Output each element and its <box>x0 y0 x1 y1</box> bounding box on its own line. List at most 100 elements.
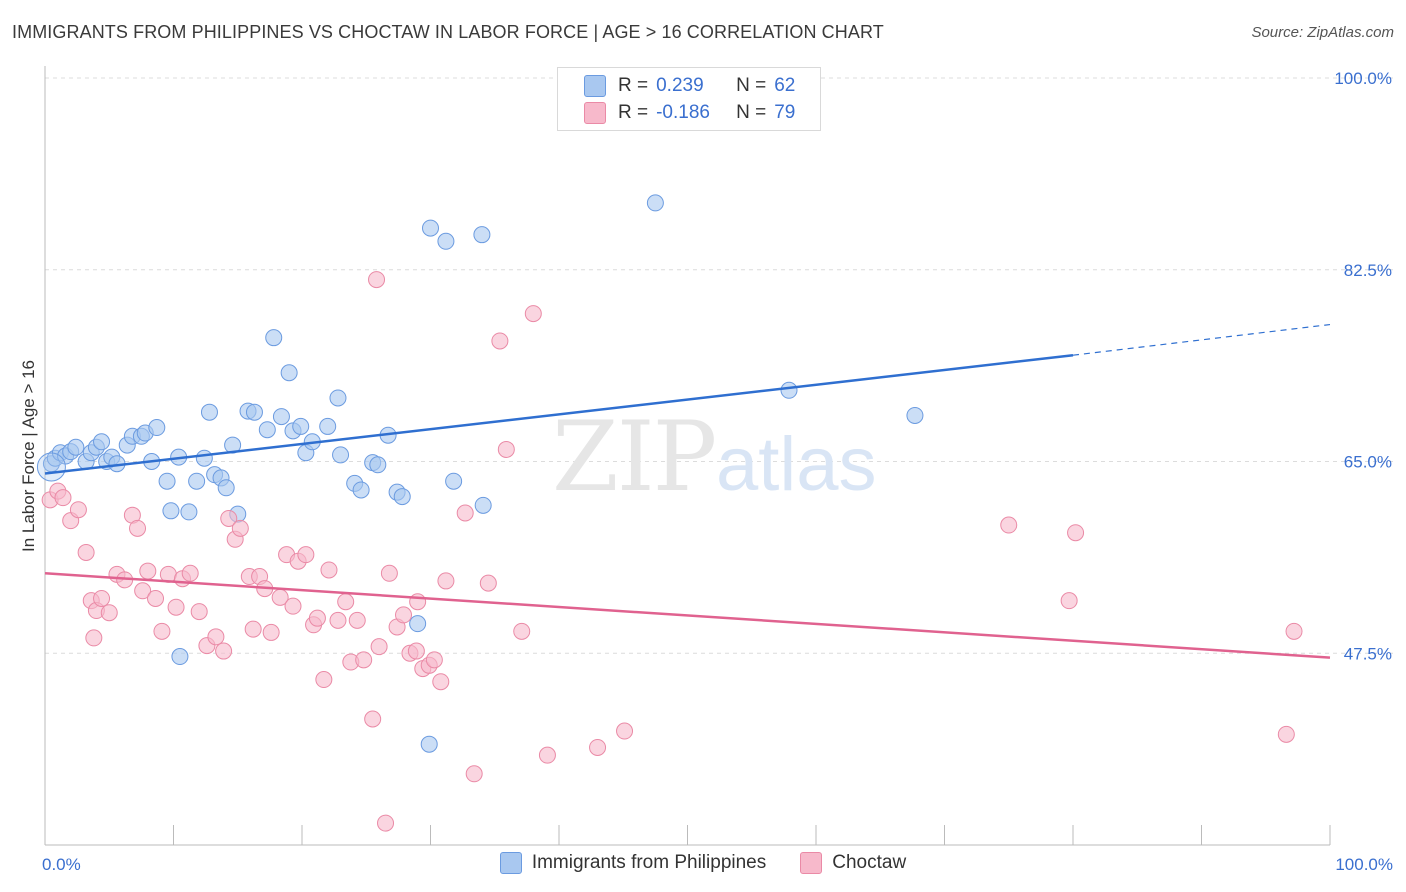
point-philippines <box>265 329 283 347</box>
stats-box: R = 0.239 N = 62 R = -0.186 N = 79 <box>557 67 821 131</box>
point-choctaw <box>1067 524 1085 542</box>
point-choctaw <box>231 519 249 537</box>
r-label: R = <box>618 102 649 123</box>
point-philippines <box>780 381 798 399</box>
trend-line-philippines <box>44 353 1074 475</box>
watermark-atlas: atlas <box>716 422 877 507</box>
point-choctaw <box>432 673 450 691</box>
gridlines <box>45 77 1393 654</box>
point-philippines <box>420 735 438 753</box>
chart-title: IMMIGRANTS FROM PHILIPPINES VS CHOCTAW I… <box>12 22 884 42</box>
y-tick-label: 100.0% <box>1334 69 1392 88</box>
point-choctaw <box>69 501 87 519</box>
point-choctaw <box>368 271 386 289</box>
legend-swatch-choctaw <box>800 852 823 874</box>
point-choctaw <box>85 629 103 647</box>
legend-label-choctaw: Choctaw <box>832 852 907 873</box>
point-philippines <box>329 389 347 407</box>
point-choctaw <box>465 765 483 783</box>
point-choctaw <box>329 611 347 629</box>
point-philippines <box>409 615 427 633</box>
point-philippines <box>369 456 387 474</box>
trend-line-choctaw <box>44 572 1331 659</box>
axes <box>44 66 1331 846</box>
stats-swatch-philippines <box>584 75 606 97</box>
n-value: 62 <box>774 75 796 96</box>
point-choctaw <box>207 628 225 646</box>
point-choctaw <box>139 562 157 580</box>
n-label: N = <box>736 75 767 96</box>
point-choctaw <box>190 603 208 621</box>
point-choctaw <box>355 651 373 669</box>
point-choctaw <box>1000 516 1018 534</box>
point-choctaw <box>538 746 556 764</box>
point-choctaw <box>1060 592 1078 610</box>
point-philippines <box>217 479 235 497</box>
stats-swatch-choctaw <box>584 102 606 124</box>
point-choctaw <box>348 611 366 629</box>
point-philippines <box>906 406 924 424</box>
legend-item-choctaw[interactable]: Choctaw <box>800 852 906 874</box>
point-philippines <box>352 481 370 499</box>
point-choctaw <box>93 589 111 607</box>
r-value: 0.239 <box>656 75 704 96</box>
point-choctaw <box>147 589 165 607</box>
point-philippines <box>332 446 350 464</box>
point-philippines <box>171 648 189 666</box>
point-philippines <box>162 502 180 520</box>
stats-row-choctaw: R = -0.186 N = 79 <box>584 100 795 126</box>
data-points <box>36 194 1303 832</box>
y-tick-label: 47.5% <box>1344 644 1392 663</box>
point-choctaw <box>262 623 280 641</box>
point-choctaw <box>589 738 607 756</box>
point-choctaw <box>1285 622 1303 640</box>
point-philippines <box>292 417 310 435</box>
point-choctaw <box>407 642 425 660</box>
point-choctaw <box>244 620 262 638</box>
point-cluster <box>36 452 66 482</box>
point-philippines <box>445 472 463 490</box>
point-choctaw <box>129 519 147 537</box>
point-philippines <box>280 364 298 382</box>
point-choctaw <box>479 574 497 592</box>
point-choctaw <box>320 561 338 579</box>
r-value: -0.186 <box>656 102 710 123</box>
tick-labels: 47.5% 65.0% 82.5% 100.0% 0.0% 100.0% <box>42 69 1393 874</box>
point-choctaw <box>425 651 443 669</box>
point-choctaw <box>1277 725 1295 743</box>
point-choctaw <box>220 509 238 527</box>
point-choctaw <box>181 564 199 582</box>
point-choctaw <box>524 305 542 323</box>
point-philippines <box>437 232 455 250</box>
point-philippines <box>245 403 263 421</box>
point-philippines <box>422 219 439 237</box>
point-choctaw <box>380 564 398 582</box>
point-philippines <box>319 417 337 435</box>
point-philippines <box>158 472 176 490</box>
point-choctaw <box>497 440 515 458</box>
point-philippines <box>473 226 491 244</box>
x-tick-label: 100.0% <box>1335 855 1393 874</box>
n-value: 79 <box>774 102 796 123</box>
chart-legend: Immigrants from Philippines Choctaw <box>0 852 1406 874</box>
point-choctaw <box>315 671 333 689</box>
point-philippines <box>258 421 276 439</box>
point-choctaw <box>337 593 355 611</box>
r-label: R = <box>618 75 649 96</box>
point-choctaw <box>54 489 72 507</box>
point-philippines <box>195 449 213 467</box>
point-choctaw <box>364 710 382 728</box>
point-philippines <box>67 438 85 456</box>
chart-source: Source: ZipAtlas.com <box>1251 24 1394 41</box>
point-choctaw <box>308 609 326 627</box>
point-choctaw <box>513 622 531 640</box>
legend-item-philippines[interactable]: Immigrants from Philippines <box>499 852 767 874</box>
point-philippines <box>393 488 411 506</box>
point-choctaw <box>77 543 95 561</box>
watermark: ZIP atlas <box>552 401 877 513</box>
point-philippines <box>188 472 206 490</box>
point-philippines <box>474 496 492 514</box>
point-philippines <box>200 403 218 421</box>
legend-label-philippines: Immigrants from Philippines <box>531 852 767 873</box>
